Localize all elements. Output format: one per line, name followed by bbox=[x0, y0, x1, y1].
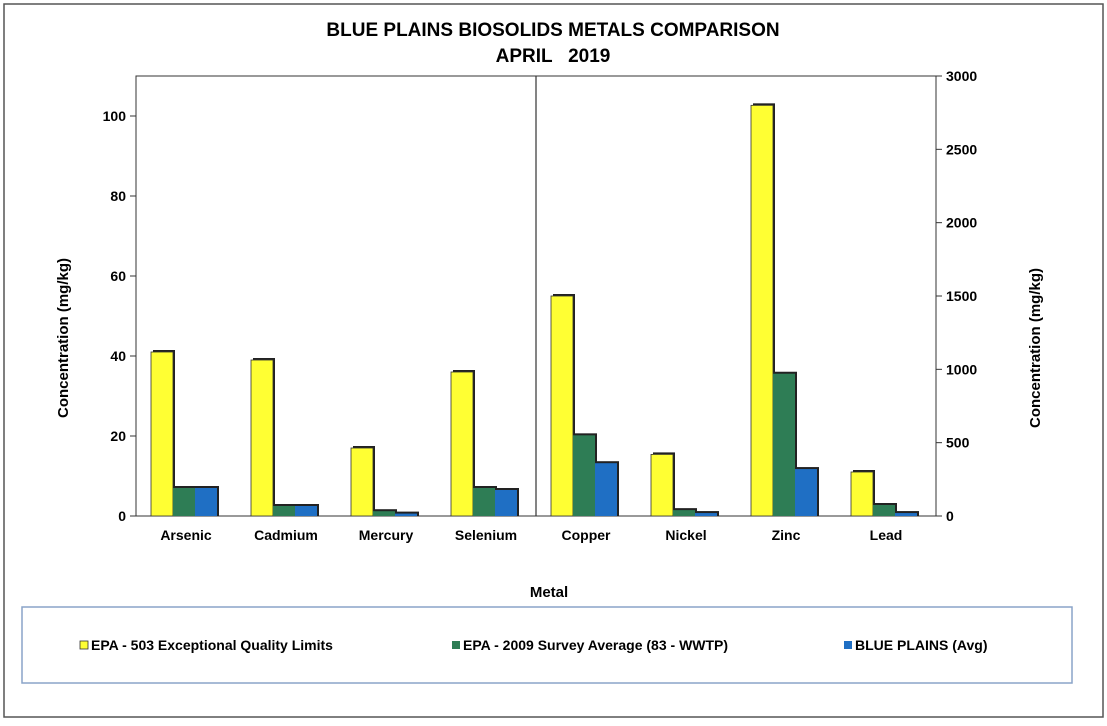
category-label-arsenic: Arsenic bbox=[160, 527, 212, 543]
bar-nickel-series-3 bbox=[695, 513, 717, 516]
legend-label-epa-2009: EPA - 2009 Survey Average (83 - WWTP) bbox=[463, 637, 728, 653]
right-tick-label: 500 bbox=[946, 435, 970, 451]
chart-title: BLUE PLAINS BIOSOLIDS METALS COMPARISON bbox=[326, 20, 779, 41]
right-tick-label: 2500 bbox=[946, 141, 977, 157]
bar-cadmium-series-3 bbox=[295, 506, 317, 516]
right-tick-label: 3000 bbox=[946, 68, 977, 84]
bar-arsenic-series-3 bbox=[195, 488, 217, 516]
bar-nickel-series-1 bbox=[650, 453, 674, 517]
legend-swatch-epa-503 bbox=[79, 640, 89, 650]
category-label-copper: Copper bbox=[562, 527, 612, 543]
bar-zinc-series-3 bbox=[795, 469, 817, 516]
x-axis-label: Metal bbox=[530, 584, 568, 601]
category-labels: Arsenic Cadmium Mercury Selenium Copper Nicke… bbox=[160, 527, 902, 543]
left-tick-label: 80 bbox=[110, 188, 126, 204]
legend-item-epa-503: EPA - 503 Exceptional Quality Limits bbox=[79, 637, 333, 653]
chart-subtitle: APRIL 2019 bbox=[496, 46, 611, 67]
legend-box bbox=[21, 606, 1073, 684]
bar-mercury-series-3 bbox=[395, 513, 417, 516]
bar-zinc-series-1 bbox=[750, 104, 774, 517]
legend-item-epa-2009: EPA - 2009 Survey Average (83 - WWTP) bbox=[452, 637, 728, 653]
right-tick-label: 1000 bbox=[946, 361, 977, 377]
left-tick-label: 40 bbox=[110, 348, 126, 364]
y-axis-label-left: Concentration (mg/kg) bbox=[55, 258, 72, 418]
right-tick-label: 2000 bbox=[946, 215, 977, 231]
bar-cadmium-series-1 bbox=[250, 359, 274, 517]
bar-arsenic-series-1 bbox=[150, 351, 174, 517]
bar-copper-series-2 bbox=[573, 435, 595, 516]
left-axis-ticks: 0 20 40 60 80 100 bbox=[103, 108, 136, 524]
left-tick-label: 20 bbox=[110, 428, 126, 444]
bar-copper-series-3 bbox=[595, 463, 617, 516]
bar-lead-series-2 bbox=[873, 505, 895, 516]
category-label-mercury: Mercury bbox=[359, 527, 414, 543]
legend-label-epa-503: EPA - 503 Exceptional Quality Limits bbox=[91, 637, 333, 653]
right-axis-ticks: 0 500 1000 1500 2000 2500 3000 bbox=[936, 68, 977, 524]
y-axis-label-right: Concentration (mg/kg) bbox=[1027, 268, 1044, 428]
left-tick-label: 60 bbox=[110, 268, 126, 284]
bar-selenium-series-3 bbox=[495, 490, 517, 516]
bar-zinc-series-2 bbox=[773, 373, 795, 516]
bar-mercury-series-2 bbox=[373, 511, 395, 516]
left-tick-label: 0 bbox=[118, 508, 126, 524]
category-label-nickel: Nickel bbox=[665, 527, 706, 543]
category-label-lead: Lead bbox=[870, 527, 903, 543]
right-tick-label: 1500 bbox=[946, 288, 977, 304]
bar-lead-series-1 bbox=[850, 471, 874, 517]
category-label-cadmium: Cadmium bbox=[254, 527, 318, 543]
category-label-selenium: Selenium bbox=[455, 527, 517, 543]
bar-series-group bbox=[150, 103, 919, 517]
bar-cadmium-series-2 bbox=[273, 506, 295, 516]
bar-lead-series-3 bbox=[895, 513, 917, 516]
bar-selenium-series-1 bbox=[450, 371, 474, 517]
legend-label-blue-plains: BLUE PLAINS (Avg) bbox=[855, 637, 987, 653]
category-label-zinc: Zinc bbox=[772, 527, 801, 543]
bar-copper-series-1 bbox=[550, 295, 574, 517]
bar-mercury-series-1 bbox=[350, 447, 374, 517]
legend-swatch-epa-2009 bbox=[452, 641, 460, 649]
legend-swatch-blue-plains bbox=[844, 641, 852, 649]
right-tick-label: 0 bbox=[946, 508, 954, 524]
bar-arsenic-series-2 bbox=[173, 488, 195, 516]
legend-item-blue-plains: BLUE PLAINS (Avg) bbox=[844, 637, 987, 653]
bar-selenium-series-2 bbox=[473, 488, 495, 516]
left-tick-label: 100 bbox=[103, 108, 127, 124]
bar-nickel-series-2 bbox=[673, 510, 695, 516]
